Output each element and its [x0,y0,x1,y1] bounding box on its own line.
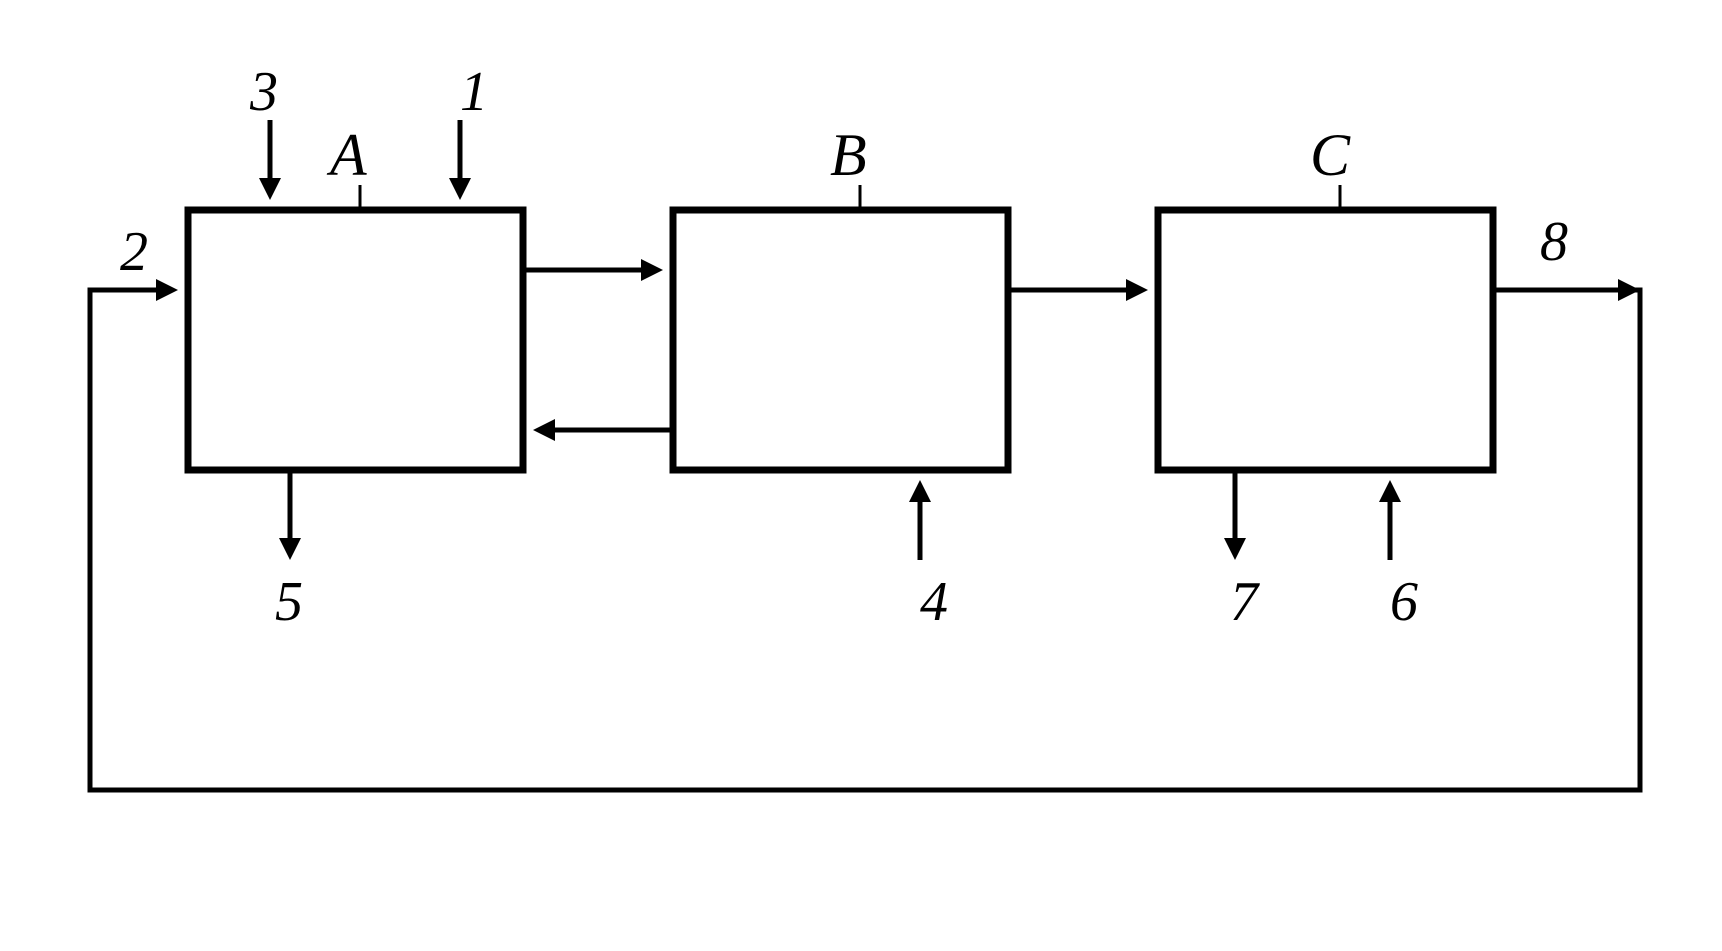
arrow-1-head [449,178,471,200]
arrow-b-to-a-head [533,419,555,441]
arrow-3-head [259,178,281,200]
label-n4: 4 [920,571,948,633]
arrow-8-head [1618,279,1640,301]
label-n5: 5 [275,571,303,633]
arrow-5-head [279,538,301,560]
label-n2: 2 [120,221,148,283]
block-a [188,210,523,470]
label-A: A [326,122,367,188]
arrow-b-to-c-head [1126,279,1148,301]
label-B: B [830,122,867,188]
arrow-7-head [1224,538,1246,560]
label-C: C [1310,122,1351,188]
arrow-4-head [909,480,931,502]
arrow-a-to-b-head [641,259,663,281]
arrow-6-head [1379,480,1401,502]
label-n1: 1 [460,61,488,123]
block-c [1158,210,1493,470]
label-n6: 6 [1390,571,1418,633]
feedback-loop-line [90,290,1640,790]
arrow-2-head [156,279,178,301]
label-n7: 7 [1230,571,1260,633]
label-n3: 3 [249,61,278,123]
block-b [673,210,1008,470]
label-n8: 8 [1540,211,1568,273]
